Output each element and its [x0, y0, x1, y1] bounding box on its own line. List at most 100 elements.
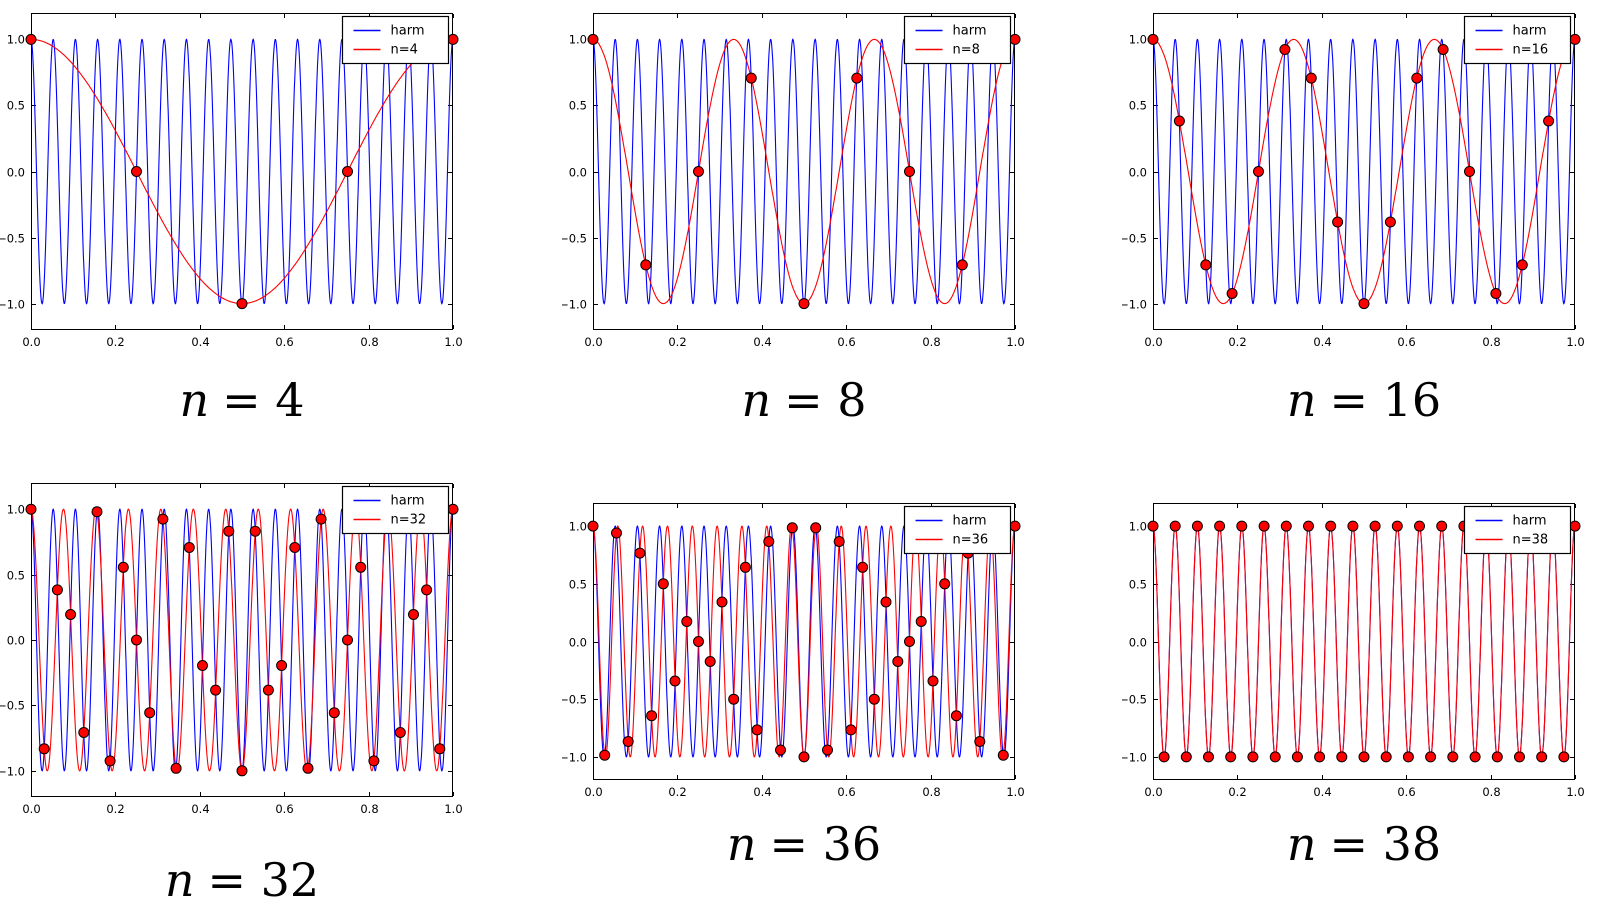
y-tick-label: 1.0	[1129, 520, 1147, 534]
sample-point	[394, 727, 406, 738]
sample-point	[1169, 520, 1181, 532]
x-tick-label: 0.8	[360, 802, 378, 816]
x-tick-label: 0.0	[1144, 785, 1162, 799]
title-symbol: n	[726, 817, 757, 871]
x-tick-label: 1.0	[444, 335, 462, 349]
sample-point	[728, 693, 740, 705]
y-tick-label: 0.5	[7, 569, 25, 583]
x-tick-label: 0.2	[106, 335, 124, 349]
sample-point	[915, 616, 927, 627]
legend-label-alias: n=38	[1513, 533, 1549, 548]
sample-point	[1158, 751, 1170, 763]
y-tick-label: 0.0	[7, 634, 25, 648]
sample-point	[1203, 751, 1214, 763]
sample-point	[1514, 751, 1525, 763]
sample-point	[1436, 520, 1448, 532]
sample-point	[704, 656, 716, 667]
sample-point	[622, 736, 634, 747]
sample-point	[1369, 520, 1381, 532]
sample-point	[1009, 520, 1021, 532]
sample-points	[587, 520, 1021, 763]
sample-point	[716, 596, 728, 608]
sample-point	[368, 755, 380, 767]
y-tick-label: 1.0	[7, 33, 25, 47]
legend-label-harm: harm	[391, 24, 425, 39]
sample-point	[25, 503, 37, 515]
plot-canvas: 0.0 0.2 0.4 0.6 0.8 1.0 1.0 0.5 0.0 −0.5 −1.0 harm n…	[562, 503, 1025, 799]
legend-label-harm: harm	[1513, 514, 1547, 529]
sample-point	[587, 33, 599, 45]
y-tick-label: 0.0	[7, 166, 25, 180]
sample-point	[1173, 115, 1185, 127]
y-tick-label: 0.0	[569, 166, 587, 180]
sample-point	[197, 660, 208, 671]
sample-point	[315, 513, 327, 525]
title-symbol: n	[179, 373, 210, 427]
sample-point	[1336, 751, 1348, 763]
sample-point	[1569, 33, 1581, 45]
sample-point	[822, 744, 833, 756]
sample-point	[1303, 520, 1314, 532]
sample-point	[798, 298, 810, 310]
sample-point	[1447, 751, 1459, 763]
sample-points	[587, 33, 1021, 310]
legend-label-alias: n=4	[391, 43, 418, 58]
sample-point	[1225, 751, 1237, 763]
sample-point	[236, 298, 248, 310]
x-tick-label: 0.8	[922, 335, 940, 349]
x-tick-label: 0.8	[1482, 335, 1500, 349]
sample-point	[1253, 166, 1264, 177]
y-tick-label: −1.0	[1122, 298, 1147, 312]
y-tick-label: −1.0	[0, 765, 25, 779]
x-tick-label: 0.2	[1228, 335, 1246, 349]
sample-point	[1516, 259, 1528, 271]
sample-point	[131, 634, 142, 646]
legend-label-alias: n=8	[953, 43, 980, 58]
sample-point	[904, 166, 915, 177]
sample-point	[868, 693, 880, 705]
sample-point	[833, 536, 845, 547]
legend-label-harm: harm	[953, 514, 987, 529]
x-tick-label: 0.6	[275, 335, 293, 349]
sample-point	[355, 561, 367, 573]
x-tick-label: 0.8	[360, 335, 378, 349]
sample-point	[104, 755, 116, 767]
sample-point	[1411, 72, 1423, 84]
sample-point	[342, 634, 353, 646]
sample-point	[1180, 751, 1192, 763]
sample-point	[170, 762, 182, 774]
sample-point	[927, 675, 939, 687]
title-value: = 4	[222, 373, 305, 427]
x-tick-label: 0.0	[1144, 335, 1162, 349]
legend-label-harm: harm	[1513, 24, 1547, 39]
y-tick-label: −0.5	[562, 232, 587, 246]
sample-point	[1214, 520, 1226, 532]
sample-point	[751, 724, 763, 736]
sample-point	[1332, 216, 1344, 228]
sample-point	[117, 561, 129, 573]
x-tick-label: 1.0	[1566, 335, 1584, 349]
sample-point	[1384, 216, 1396, 228]
legend-label-harm: harm	[953, 24, 987, 39]
y-tick-label: −1.0	[562, 751, 587, 765]
legend: harm n=32	[341, 485, 450, 535]
sample-point	[1414, 520, 1425, 532]
sample-point	[1247, 751, 1259, 763]
sample-point	[236, 765, 248, 777]
subplot-title-n32: n = 32	[165, 856, 319, 904]
y-tick-label: −1.0	[1122, 751, 1147, 765]
y-tick-label: 0.5	[569, 99, 587, 113]
x-tick-label: 0.6	[837, 785, 855, 799]
subplot-n4: 0.0 0.2 0.4 0.6 0.8 1.0 1.0 0.5 0.0 −0.5 −1.0 harm n…	[0, 0, 470, 362]
sample-point	[681, 616, 693, 627]
sample-point	[249, 525, 261, 537]
x-tick-label: 0.6	[1397, 785, 1415, 799]
x-tick-label: 0.0	[584, 335, 602, 349]
x-tick-label: 1.0	[1006, 335, 1024, 349]
sample-point	[183, 542, 195, 553]
axes-frame	[31, 13, 453, 330]
sample-point	[289, 542, 301, 553]
subplot-title-n16: n = 16	[1287, 376, 1441, 424]
sample-point	[1347, 520, 1359, 532]
sample-point	[880, 596, 892, 608]
